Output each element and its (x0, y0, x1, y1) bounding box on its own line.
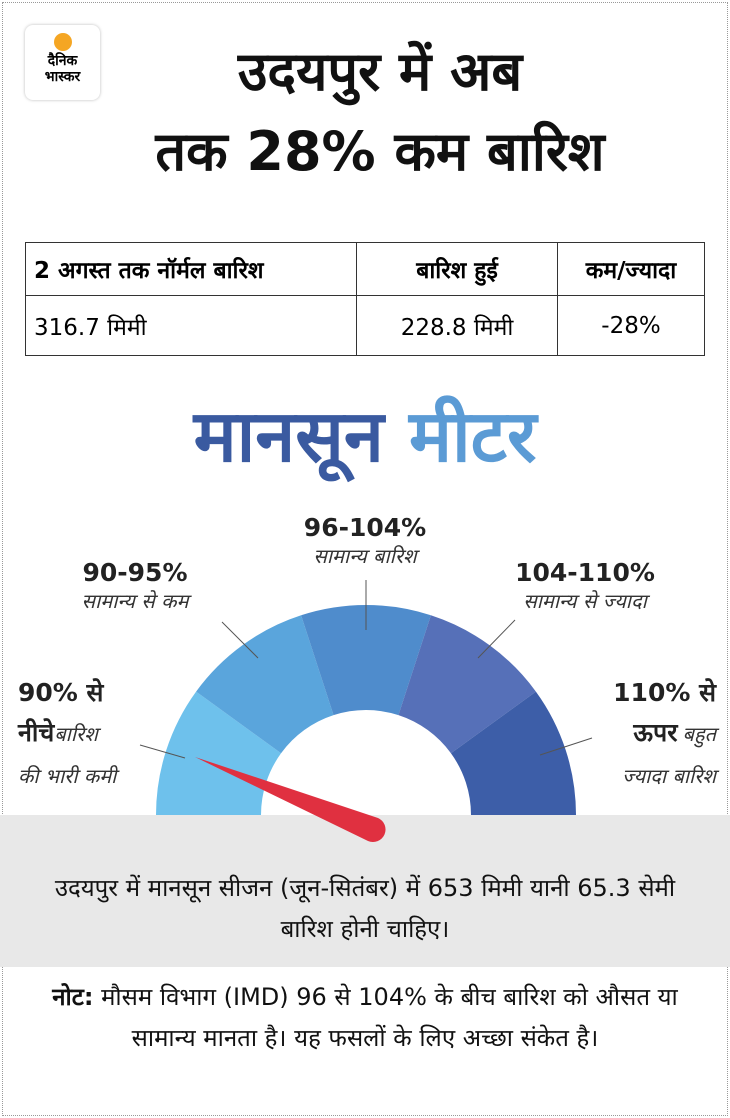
info-text: उदयपुर में मानसून सीजन (जून-सितंबर) में … (54, 874, 676, 943)
range: 110% से (613, 678, 716, 707)
label: 96-104% सामान्य बारिश (0, 513, 730, 569)
table-header: बारिश हुई (356, 242, 558, 296)
table-cell: 228.8 मिमी (356, 295, 558, 356)
desc: बहुत (682, 722, 716, 746)
leader (477, 619, 516, 659)
meter-title-part: मानसून (193, 394, 384, 478)
range: 96-104% (303, 513, 427, 542)
leader (539, 737, 593, 756)
desc: की भारी कमी (18, 764, 117, 788)
title: उदयपुर में अब (237, 40, 523, 103)
desc: बारिश (54, 722, 98, 746)
label: 110% से ऊपर बहुत ज्यादा बारिश (613, 673, 716, 796)
logo-sun (53, 33, 72, 51)
logo-text: भास्कर (44, 69, 81, 85)
table-header: कम/ज्यादा (557, 242, 705, 296)
desc: सामान्य से कम (81, 589, 189, 613)
range: 90-95% (82, 558, 188, 587)
needle (195, 757, 386, 843)
note: नोट: मौसम विभाग (IMD) 96 से 104% के बीच … (25, 977, 705, 1059)
gauge-segment (301, 605, 431, 716)
table-cell: 316.7 मिमी (25, 295, 357, 356)
table: 2 अगस्त तक नॉर्मल बारिश बारिश हुई कम/ज्य… (25, 242, 705, 356)
meter-title-part: मीटर (408, 394, 537, 478)
leader (139, 744, 186, 759)
gauge-segment (196, 615, 334, 754)
range: 90% से (18, 678, 104, 707)
label: 90% से नीचेबारिश की भारी कमी (18, 673, 116, 796)
gauge-segment (450, 691, 576, 815)
meter-title: मानसून मीटर (0, 385, 730, 483)
logo-text: दैनिक (47, 53, 78, 69)
info-box (0, 815, 730, 967)
table-header: 2 अगस्त तक नॉर्मल बारिश (25, 242, 357, 296)
table-cell: -28% (557, 295, 705, 356)
gauge (139, 580, 593, 843)
label: 90-95% सामान्य से कम (35, 558, 235, 614)
title: तक 28% कम बारिश (155, 120, 605, 183)
desc: सामान्य बारिश (313, 544, 417, 568)
note-label: नोट: (52, 983, 94, 1011)
desc: सामान्य से ज्यादा (523, 589, 647, 613)
gauge-segment (156, 691, 282, 815)
range: 104-110% (515, 558, 655, 587)
logo: दैनिक भास्कर (25, 25, 100, 100)
gauge-segment (398, 615, 536, 754)
note-text: मौसम विभाग (IMD) 96 से 104% के बीच बारिश… (101, 983, 678, 1052)
range: नीचे (18, 718, 55, 747)
leader (221, 621, 259, 659)
desc: ज्यादा बारिश (622, 764, 716, 788)
label: 104-110% सामान्य से ज्यादा (485, 558, 685, 614)
range: ऊपर (633, 718, 678, 747)
